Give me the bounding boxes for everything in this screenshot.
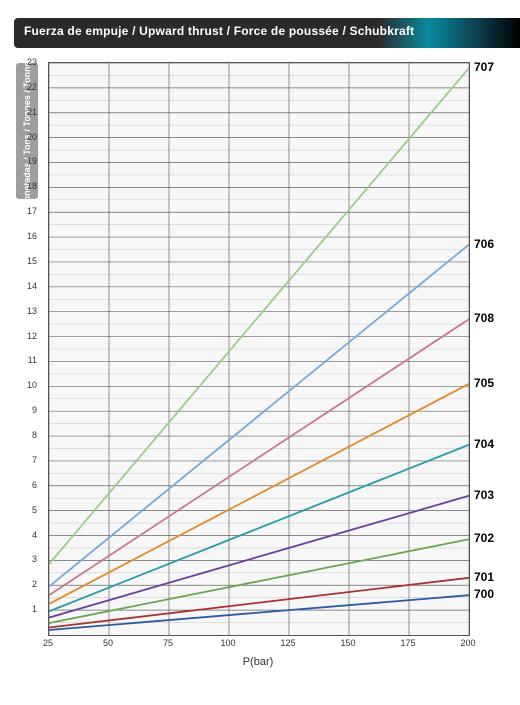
chart-title: Fuerza de empuje / Upward thrust / Force… [24, 24, 414, 38]
xtick: 75 [163, 638, 173, 648]
xtick: 125 [280, 638, 295, 648]
series-label: 700 [474, 587, 494, 601]
page: Fuerza de empuje / Upward thrust / Force… [0, 0, 520, 705]
series-label: 707 [474, 60, 494, 74]
chart-plot [48, 62, 470, 636]
xtick: 100 [220, 638, 235, 648]
xaxis-label: P(bar) [48, 656, 468, 668]
xtick: 150 [340, 638, 355, 648]
series-label: 705 [474, 376, 494, 390]
series-label: 706 [474, 237, 494, 251]
chart-svg [49, 63, 469, 635]
series-label: 702 [474, 531, 494, 545]
series-label: 701 [474, 570, 494, 584]
xtick: 25 [43, 638, 53, 648]
series-label: 708 [474, 311, 494, 325]
xtick: 200 [460, 638, 475, 648]
xtick: 50 [103, 638, 113, 648]
series-label: 704 [474, 437, 494, 451]
series-label: 703 [474, 488, 494, 502]
xtick: 175 [400, 638, 415, 648]
